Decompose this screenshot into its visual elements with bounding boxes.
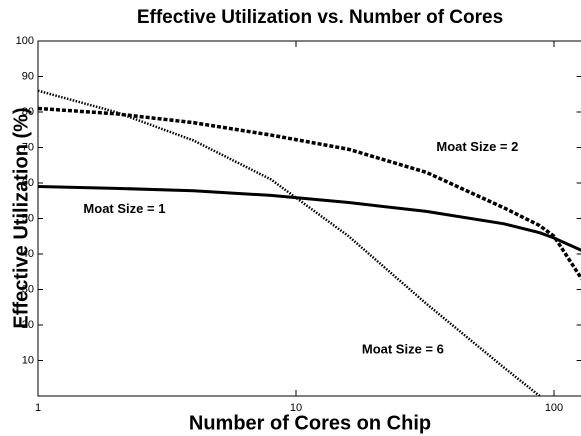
series-line (38, 106, 581, 280)
plot-frame (37, 40, 581, 397)
x-tick-label: 1 (35, 402, 41, 414)
chart-title: Effective Utilization vs. Number of Core… (137, 7, 503, 28)
y-tick-label: 70 (22, 141, 34, 153)
y-tick-label: 40 (22, 248, 34, 260)
y-tick-label: 30 (22, 283, 34, 295)
y-axis-label: Effective Utilization (%) (10, 107, 32, 328)
y-tick-label: 50 (22, 212, 34, 224)
x-tick-label: 100 (545, 402, 563, 414)
annotation: Moat Size = 6 (362, 341, 444, 356)
y-tick-label: 20 (22, 319, 34, 331)
series-line (38, 89, 541, 396)
y-tick-label: 90 (22, 70, 34, 82)
x-axis-label: Number of Cores on Chip (189, 412, 431, 434)
y-tick-label: 100 (16, 35, 34, 47)
y-tick-label: 80 (22, 106, 34, 118)
annotation: Moat Size = 2 (436, 139, 518, 154)
y-tick-label: 10 (22, 354, 34, 366)
annotation: Moat Size = 1 (83, 201, 165, 216)
series-line (38, 185, 581, 252)
x-tick-label: 10 (290, 402, 302, 414)
y-tick-label: 60 (22, 177, 34, 189)
